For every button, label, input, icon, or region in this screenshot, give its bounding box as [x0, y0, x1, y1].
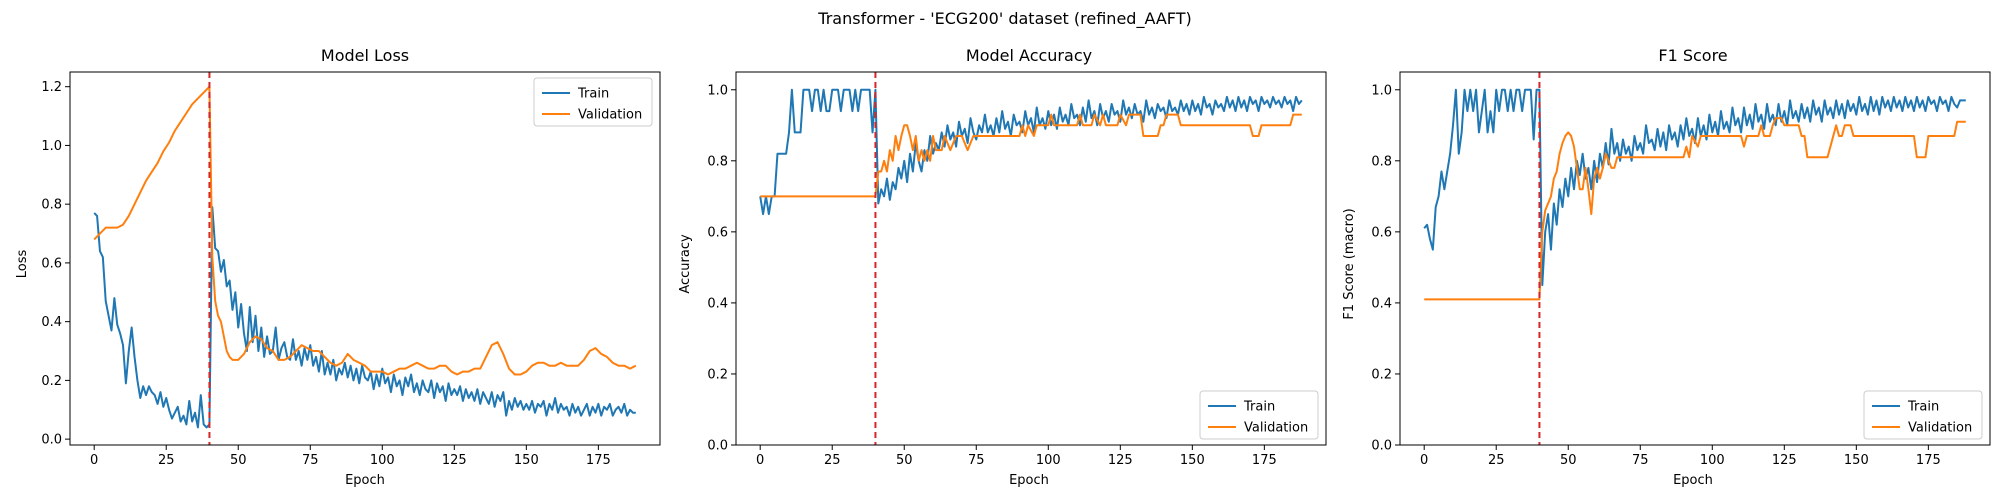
- panel-loss-xtick-label: 75: [302, 453, 319, 468]
- panel-accuracy-xtick-label: 175: [1252, 453, 1277, 468]
- panel-accuracy-ytick-label: 0.6: [707, 225, 728, 240]
- panel-f1-xtick-label: 75: [1632, 453, 1649, 468]
- panel-f1: F1 Score Epoch F1 Score (macro) 0 25 50 75 1…: [1342, 46, 1991, 488]
- panel-f1-plot: [1423, 72, 1966, 445]
- panel-loss-legend: Train Validation: [533, 77, 653, 127]
- panel-loss-xtick-label: 50: [230, 453, 247, 468]
- panel-loss-legend-validation-label: Validation: [578, 108, 642, 123]
- panel-f1-validation-line: [1424, 117, 1966, 301]
- panel-accuracy-legend-train-label: Train: [1243, 400, 1275, 415]
- panel-loss-ytick-label: 0.8: [41, 198, 62, 213]
- panel-f1-xtick-label: 175: [1916, 453, 1941, 468]
- panel-accuracy-xtick-label: 75: [968, 453, 985, 468]
- panel-accuracy-xtick-label: 0: [756, 453, 764, 468]
- panel-accuracy-xtick-label: 100: [1036, 453, 1061, 468]
- panel-f1-frame: [1399, 71, 1991, 446]
- panel-accuracy-train-line: [759, 88, 1303, 216]
- panel-f1-legend-validation-label: Validation: [1908, 421, 1972, 436]
- panel-loss: Model Loss Epoch Loss 0 25 50 75 100 125 150 17…: [15, 46, 661, 488]
- panel-accuracy-ytick-label: 0.8: [707, 154, 728, 169]
- panel-accuracy-xtick-label: 25: [824, 453, 841, 468]
- panel-loss-xtick-label: 0: [90, 453, 98, 468]
- panel-loss-frame: [69, 71, 661, 446]
- panel-loss-xtick-label: 125: [442, 453, 467, 468]
- figure-title: Transformer - 'ECG200' dataset (refined_…: [817, 9, 1191, 29]
- panel-f1-xtick-label: 100: [1700, 453, 1725, 468]
- panel-loss-plot: [93, 72, 637, 445]
- panel-loss-validation-line: [93, 85, 637, 376]
- panel-loss-xlabel: Epoch: [345, 473, 385, 488]
- panel-f1-ytick-label: 1.0: [1371, 83, 1392, 98]
- panel-f1-xtick-label: 50: [1560, 453, 1577, 468]
- panel-loss-ylabel: Loss: [15, 250, 30, 279]
- panel-accuracy-legend: Train Validation: [1199, 390, 1319, 440]
- panel-f1-ytick-label: 0.4: [1371, 296, 1392, 311]
- panel-accuracy-ticks: 0 25 50 75 100 125 150 175 0.0 0.2 0.4 0.6 0.8 1.0: [707, 83, 1276, 468]
- panel-loss-train-line: [93, 206, 636, 429]
- panel-accuracy-ytick-label: 1.0: [707, 83, 728, 98]
- panel-f1-legend-train-label: Train: [1907, 400, 1939, 415]
- panel-f1-title: F1 Score: [1658, 46, 1727, 65]
- panel-accuracy-validation-line: [760, 113, 1302, 198]
- panel-f1-xtick-label: 25: [1488, 453, 1505, 468]
- panel-loss-xtick-label: 25: [158, 453, 175, 468]
- panel-f1-xlabel: Epoch: [1673, 473, 1713, 488]
- panel-loss-ytick-label: 0.0: [41, 433, 62, 448]
- panel-loss-ytick-label: 1.2: [41, 80, 62, 95]
- panel-accuracy-frame: [735, 71, 1327, 446]
- panel-accuracy-legend-validation-label: Validation: [1244, 421, 1308, 436]
- panel-accuracy-ytick-label: 0.0: [707, 439, 728, 454]
- panel-loss-ytick-label: 0.4: [41, 315, 62, 330]
- panel-accuracy-ytick-label: 0.2: [707, 367, 728, 382]
- panel-accuracy-xtick-label: 50: [896, 453, 913, 468]
- panel-f1-ticks: 0 25 50 75 100 125 150 175 0.0 0.2 0.4 0.6 0.8 1.0: [1371, 83, 1940, 468]
- panel-accuracy-ytick-label: 0.4: [707, 296, 728, 311]
- panel-accuracy-title: Model Accuracy: [966, 46, 1092, 65]
- panel-f1-ytick-label: 0.6: [1371, 225, 1392, 240]
- panel-accuracy-xtick-label: 125: [1108, 453, 1133, 468]
- panel-f1-legend: Train Validation: [1863, 390, 1983, 440]
- panel-accuracy-xlabel: Epoch: [1009, 473, 1049, 488]
- panel-loss-xtick-label: 100: [370, 453, 395, 468]
- panel-loss-legend-train-label: Train: [577, 87, 609, 102]
- panel-loss-ytick-label: 0.2: [41, 374, 62, 389]
- panel-f1-xtick-label: 125: [1772, 453, 1797, 468]
- panel-accuracy-ylabel: Accuracy: [678, 234, 693, 294]
- panel-loss-title: Model Loss: [321, 46, 409, 65]
- panel-f1-ytick-label: 0.0: [1371, 439, 1392, 454]
- panel-f1-ytick-label: 0.8: [1371, 154, 1392, 169]
- panel-f1-ylabel: F1 Score (macro): [1342, 208, 1357, 319]
- panel-loss-xtick-label: 150: [514, 453, 539, 468]
- panel-loss-ytick-label: 0.6: [41, 256, 62, 271]
- panel-loss-ticks: 0 25 50 75 100 125 150 175 0.0 0.2 0.4 0.6 0.8 1.0 1.2: [41, 80, 610, 468]
- panel-loss-ytick-label: 1.0: [41, 139, 62, 154]
- panel-f1-xtick-label: 150: [1844, 453, 1869, 468]
- panel-accuracy-xtick-label: 150: [1180, 453, 1205, 468]
- panel-f1-xtick-label: 0: [1420, 453, 1428, 468]
- panel-accuracy-plot: [759, 72, 1303, 445]
- panel-f1-ytick-label: 0.2: [1371, 367, 1392, 382]
- panel-loss-xtick-label: 175: [586, 453, 611, 468]
- panel-accuracy: Model Accuracy Epoch Accuracy 0 25 50 75 100…: [678, 46, 1327, 488]
